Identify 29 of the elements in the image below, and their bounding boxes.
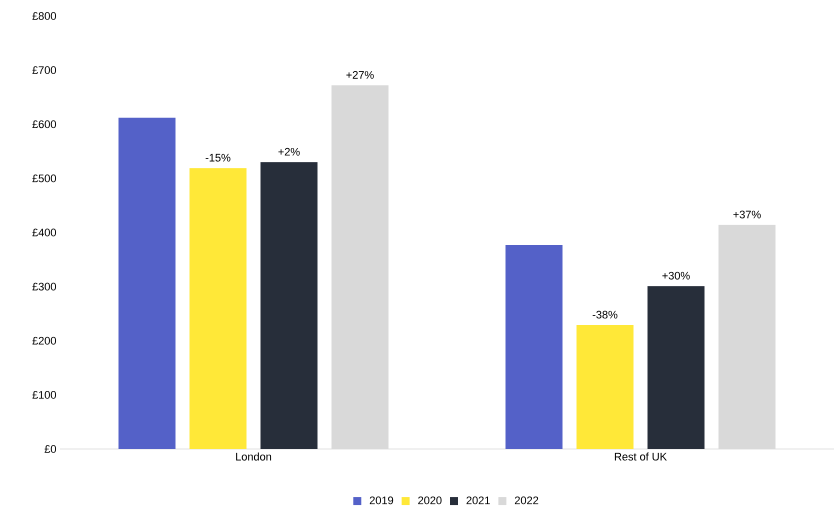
legend-label: 2019 [370, 496, 394, 504]
bar [648, 286, 705, 449]
annotation: -38% [592, 310, 618, 319]
y-tick-label: £300 [32, 282, 56, 291]
y-tick-label: £500 [32, 174, 56, 182]
bar [118, 118, 176, 449]
x-tick-label: Rest of UK [614, 452, 667, 461]
x-tick-label: London [236, 452, 272, 461]
legend-label: 2021 [466, 496, 490, 504]
bar [506, 244, 563, 449]
y-tick-label: £600 [32, 120, 56, 128]
annotation: +30% [662, 272, 690, 280]
bar [190, 168, 247, 449]
bar [332, 85, 389, 449]
bar [260, 162, 318, 449]
y-tick-label: £800 [32, 12, 56, 20]
y-tick-label: £700 [32, 66, 56, 74]
bar [718, 224, 776, 449]
bar [576, 325, 634, 449]
annotation: -15% [206, 154, 230, 162]
y-tick-label: £200 [32, 336, 56, 345]
legend-label: 2022 [514, 496, 538, 504]
y-tick-label: £100 [32, 391, 56, 399]
legend-label: 2020 [418, 496, 442, 504]
annotation: +27% [346, 71, 374, 79]
annotation: +37% [733, 210, 761, 218]
annotation: +2% [278, 148, 300, 156]
y-tick-label: £0 [44, 445, 56, 453]
y-tick-label: £400 [32, 228, 56, 236]
